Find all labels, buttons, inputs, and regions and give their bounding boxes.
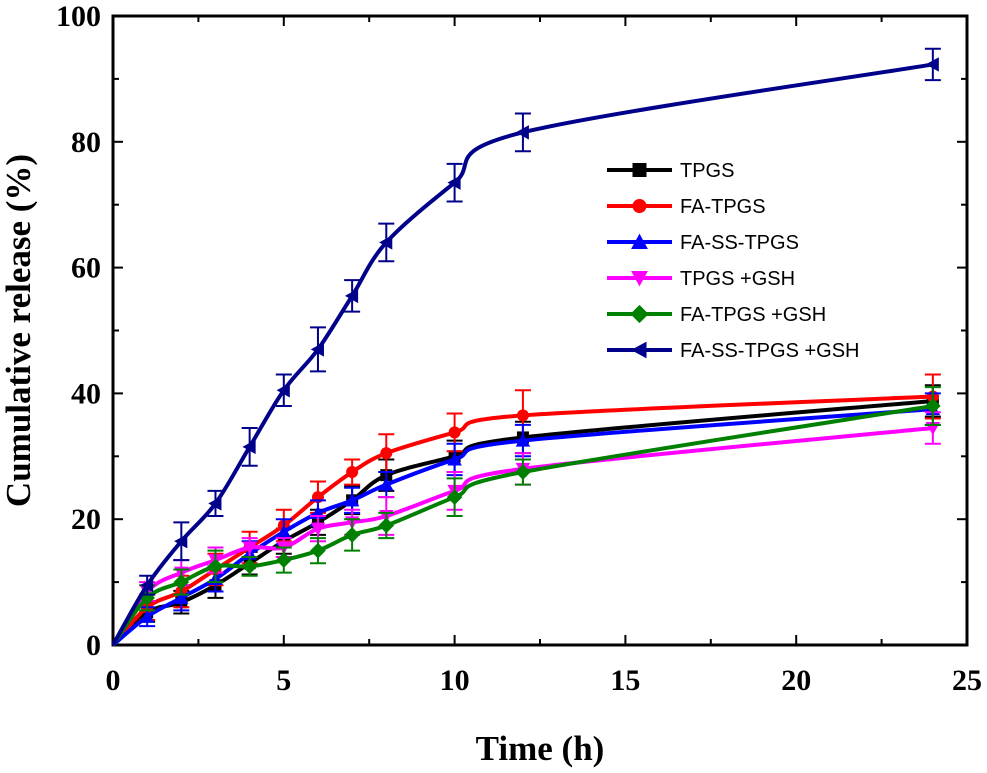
legend-marker xyxy=(631,271,648,287)
series-tpgs-gsh xyxy=(111,411,941,647)
data-point xyxy=(344,493,360,507)
data-point xyxy=(344,288,359,304)
data-point xyxy=(242,541,257,555)
legend-marker xyxy=(630,304,649,324)
data-point xyxy=(379,235,393,250)
legend-marker xyxy=(631,233,648,249)
data-point xyxy=(378,517,395,534)
legend-marker xyxy=(632,163,647,177)
legend-item: TPGS xyxy=(607,160,734,182)
x-tick-label: 15 xyxy=(610,664,640,697)
data-point xyxy=(208,496,222,511)
data-point xyxy=(174,590,189,604)
y-tick-label: 20 xyxy=(71,503,101,536)
data-point xyxy=(515,433,531,447)
legend-marker xyxy=(632,199,647,213)
data-point xyxy=(925,398,941,414)
data-point xyxy=(276,552,292,568)
y-tick-label: 40 xyxy=(71,377,101,410)
y-tick-label: 60 xyxy=(71,252,101,285)
series-fa-ss-tpgs-gsh xyxy=(111,47,941,646)
legend-item: FA-SS-TPGS +GSH xyxy=(607,340,859,362)
legend-item: TPGS +GSH xyxy=(607,268,795,290)
data-point xyxy=(448,426,461,439)
data-point xyxy=(516,409,529,422)
data-point xyxy=(515,125,529,140)
data-point xyxy=(515,464,531,480)
data-point xyxy=(310,522,326,536)
data-point xyxy=(310,542,326,559)
legend-label: FA-TPGS xyxy=(680,196,766,218)
series-fa-ss-tpgs xyxy=(111,392,941,647)
data-point xyxy=(346,466,359,479)
legend-label: FA-SS-TPGS +GSH xyxy=(680,340,859,362)
x-tick-label: 25 xyxy=(952,664,982,697)
series-fa-tpgs xyxy=(111,373,941,647)
data-point xyxy=(276,524,291,538)
data-point xyxy=(344,527,360,543)
data-point xyxy=(925,57,939,72)
x-tick-label: 5 xyxy=(276,664,291,697)
data-point xyxy=(173,574,190,590)
data-point xyxy=(242,439,256,455)
y-tick-label: 100 xyxy=(56,0,101,33)
ticks: 0 5 10 15 20 25 0 20 40 60 80 100 xyxy=(56,0,982,697)
legend-label: TPGS +GSH xyxy=(680,268,795,290)
legend-label: FA-TPGS +GSH xyxy=(680,304,826,326)
x-tick-label: 0 xyxy=(106,664,121,697)
data-point xyxy=(139,578,154,593)
y-tick-label: 80 xyxy=(71,126,101,159)
x-tick-label: 10 xyxy=(440,664,470,697)
legend-label: FA-SS-TPGS xyxy=(680,232,799,254)
data-point xyxy=(447,175,461,190)
legend-label: TPGS xyxy=(680,160,734,182)
x-tick-label: 20 xyxy=(781,664,811,697)
legend-item: FA-TPGS xyxy=(607,196,766,218)
data-point xyxy=(207,558,224,575)
legend: TPGS FA-TPGS FA-SS-TPGS TPGS +GSH FA-TPGS +G… xyxy=(607,160,859,362)
data-point xyxy=(447,452,462,466)
legend-item: FA-TPGS +GSH xyxy=(607,304,826,326)
data-point xyxy=(276,383,290,398)
legend-item: FA-SS-TPGS xyxy=(607,232,799,254)
series-group xyxy=(111,47,941,647)
y-axis-title: Cumulative release (%) xyxy=(0,154,38,507)
data-point xyxy=(241,558,258,575)
data-point xyxy=(174,534,188,549)
x-axis-title: Time (h) xyxy=(476,729,605,768)
data-point xyxy=(380,447,393,460)
series-fa-tpgs-gsh xyxy=(111,386,941,647)
data-point xyxy=(139,609,155,623)
y-tick-label: 0 xyxy=(86,629,101,662)
data-point xyxy=(379,477,394,491)
legend-marker xyxy=(631,341,647,359)
data-point xyxy=(310,342,324,357)
data-point xyxy=(446,489,463,505)
